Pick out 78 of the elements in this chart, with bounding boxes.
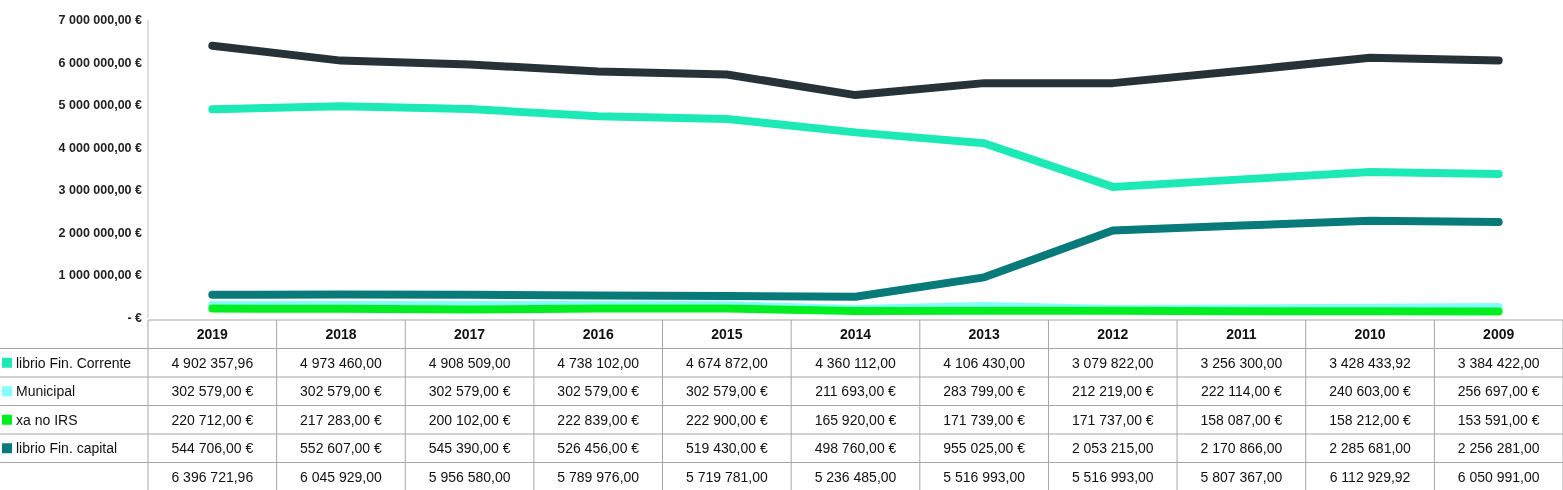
y-tick-label: - € [127,311,143,325]
data-label: 5 807 367,00 [1200,468,1283,485]
y-tick-label: 6 000 000,00 € [58,55,143,70]
data-label: 240 603,00 € [1329,383,1412,400]
x-tick-label: 2011 [1226,326,1257,343]
data-label: 3 428 433,92 [1329,354,1412,371]
y-tick-label: 1 000 000,00 € [58,268,143,283]
data-label: 5 516 993,00 [1071,468,1154,485]
data-label: 2 285 681,00 [1329,440,1412,457]
data-label: 302 579,00 € [557,383,640,400]
y-tick-label: 4 000 000,00 € [58,140,143,155]
data-label: 220 712,00 € [171,411,254,428]
data-label: 519 430,00 € [685,440,768,457]
y-tick-label: 3 000 000,00 € [58,183,143,198]
data-label: 158 212,00 € [1329,411,1412,428]
data-label: 5 719 781,00 [685,468,768,485]
x-tick-label: 2018 [325,326,357,343]
data-label: 302 579,00 € [428,383,511,400]
data-label: 544 706,00 € [171,440,254,457]
data-label: 5 789 976,00 [557,468,640,485]
data-label: 4 674 872,00 [685,354,768,371]
data-label: 498 760,00 € [814,440,897,457]
data-label: 3 384 422,00 [1457,354,1540,371]
x-tick-label: 2012 [1097,326,1129,343]
data-label: 4 106 430,00 [943,354,1026,371]
y-tick-label: 2 000 000,00 € [58,225,143,240]
data-label: 302 579,00 € [171,383,254,400]
data-label: 153 591,00 € [1457,411,1540,428]
data-label: 4 902 357,96 [171,354,254,371]
x-tick-label: 2009 [1483,326,1515,343]
data-label: 256 697,00 € [1457,383,1540,400]
data-label: 955 025,00 € [943,440,1026,457]
legend-label: librio Fin. Corrente [16,354,132,371]
x-tick-label: 2016 [582,326,615,343]
data-label: 171 739,00 € [943,411,1026,428]
x-tick-label: 2015 [711,326,743,343]
data-label: 5 956 580,00 [428,468,511,485]
data-label: 211 693,00 € [815,383,897,400]
data-label: 545 390,00 € [428,440,511,457]
data-label: 4 738 102,00 [557,354,640,371]
data-label: 283 799,00 € [943,383,1026,400]
data-label: 302 579,00 € [685,383,768,400]
y-tick-label: 7 000 000,00 € [58,13,143,27]
x-tick-label: 2017 [454,326,486,343]
data-label: 526 456,00 € [557,440,640,457]
data-label: 4 973 460,00 [300,354,383,371]
data-label: 2 053 215,00 [1071,440,1154,457]
data-label: 2 170 866,00 [1200,440,1283,457]
data-label: 6 396 721,96 [171,468,254,485]
data-label: 5 236 485,00 [814,468,897,485]
legend-label: librio Fin. capital [16,440,118,457]
data-label: 6 050 991,00 [1457,468,1540,485]
data-label: 165 920,00 € [814,411,897,428]
legend-label: xa no IRS [16,411,78,428]
data-label: 2 256 281,00 [1457,440,1540,457]
data-label: 302 579,00 € [300,383,383,400]
x-tick-label: 2010 [1354,326,1386,343]
data-label: 158 087,00 € [1200,411,1283,428]
data-label: 200 102,00 € [428,411,511,428]
data-label: 222 900,00 € [685,411,768,428]
data-label: 222 839,00 € [557,411,640,428]
data-label: 5 516 993,00 [943,468,1026,485]
legend-label: Municipal [16,383,76,400]
data-label: 4 360 112,00 [815,354,897,371]
x-tick-label: 2013 [968,326,1000,343]
data-label: 171 737,00 € [1071,411,1154,428]
data-label: 212 219,00 € [1071,383,1154,400]
y-tick-label: 5 000 000,00 € [58,98,143,113]
data-label: 4 908 509,00 [428,354,511,371]
data-label: 6 045 929,00 [300,468,383,485]
data-label: 3 079 822,00 [1071,354,1154,371]
data-label: 6 112 929,92 [1329,468,1411,485]
data-label: 217 283,00 € [300,411,383,428]
x-tick-label: 2019 [196,326,229,343]
data-label: 3 256 300,00 [1200,354,1283,371]
data-label: 222 114,00 € [1201,383,1282,400]
x-tick-label: 2014 [839,326,872,343]
data-label: 552 607,00 € [300,440,383,457]
